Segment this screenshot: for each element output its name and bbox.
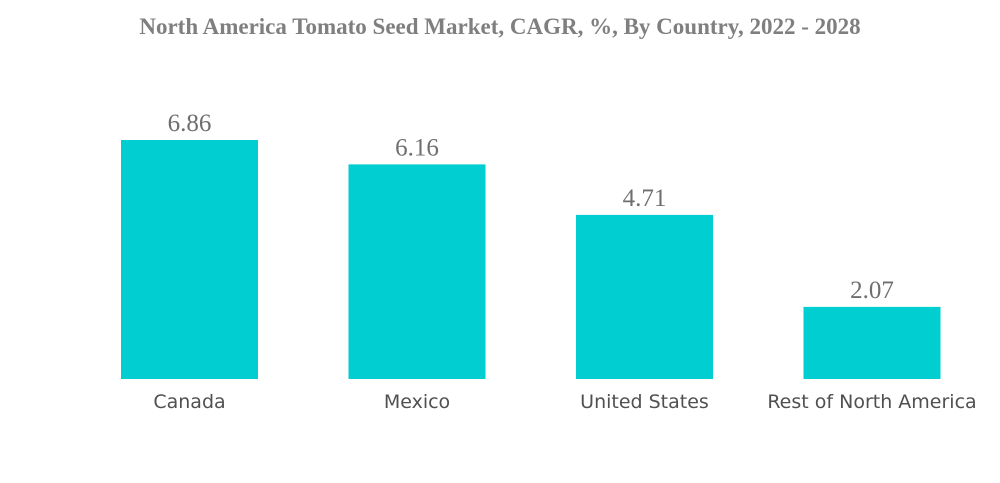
value-label-united-states: 4.71 xyxy=(623,185,667,212)
chart-title: North America Tomato Seed Market, CAGR, … xyxy=(139,14,861,39)
category-label-rest-of-north-america: Rest of North America xyxy=(767,391,976,413)
value-label-mexico: 6.16 xyxy=(395,134,439,161)
category-label-canada: Canada xyxy=(153,391,225,413)
category-label-united-states: United States xyxy=(580,391,709,413)
bar-united-states xyxy=(576,214,713,379)
bars-group xyxy=(121,140,941,379)
bar-mexico xyxy=(348,164,486,379)
bar-canada xyxy=(121,140,258,379)
value-label-canada: 6.86 xyxy=(168,110,212,137)
category-labels-group: Canada Mexico United States Rest of North A… xyxy=(153,391,976,413)
value-labels-group: 6.86 6.16 4.71 2.07 xyxy=(168,110,894,304)
value-label-rest-of-north-america: 2.07 xyxy=(850,277,894,304)
bar-rest-of-north-america xyxy=(803,306,941,379)
category-label-mexico: Mexico xyxy=(384,391,450,413)
